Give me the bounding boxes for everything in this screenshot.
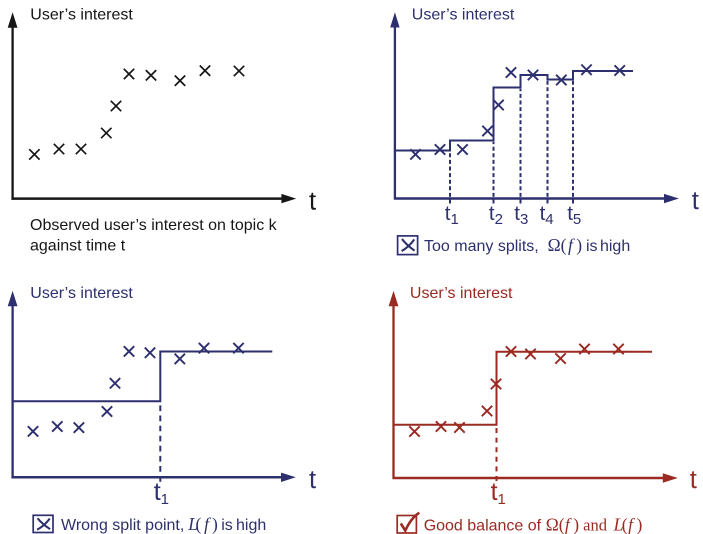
svg-text:Wrong split point, L( f) is hi: Wrong split point, L( f) is high: [61, 514, 266, 534]
svg-text:User’s interest: User’s interest: [30, 7, 133, 24]
svg-text:Observed user’s interest on to: Observed user’s interest on topic k: [30, 217, 278, 234]
svg-text:t: t: [309, 466, 316, 494]
svg-text:User’s interest: User’s interest: [30, 285, 133, 302]
svg-text:Good balance of Ω( f) and L( f: Good balance of Ω( f) and L( f): [424, 514, 643, 534]
svg-text:Too many splits, Ω( f) is high: Too many splits, Ω( f) is high: [424, 235, 630, 255]
svg-text:User’s interest: User’s interest: [410, 285, 513, 302]
svg-text:User’s interest: User’s interest: [412, 7, 515, 24]
svg-text:t: t: [309, 188, 316, 216]
svg-text:t: t: [692, 187, 699, 215]
svg-text:t: t: [690, 466, 697, 494]
svg-text:against time t: against time t: [30, 237, 126, 254]
